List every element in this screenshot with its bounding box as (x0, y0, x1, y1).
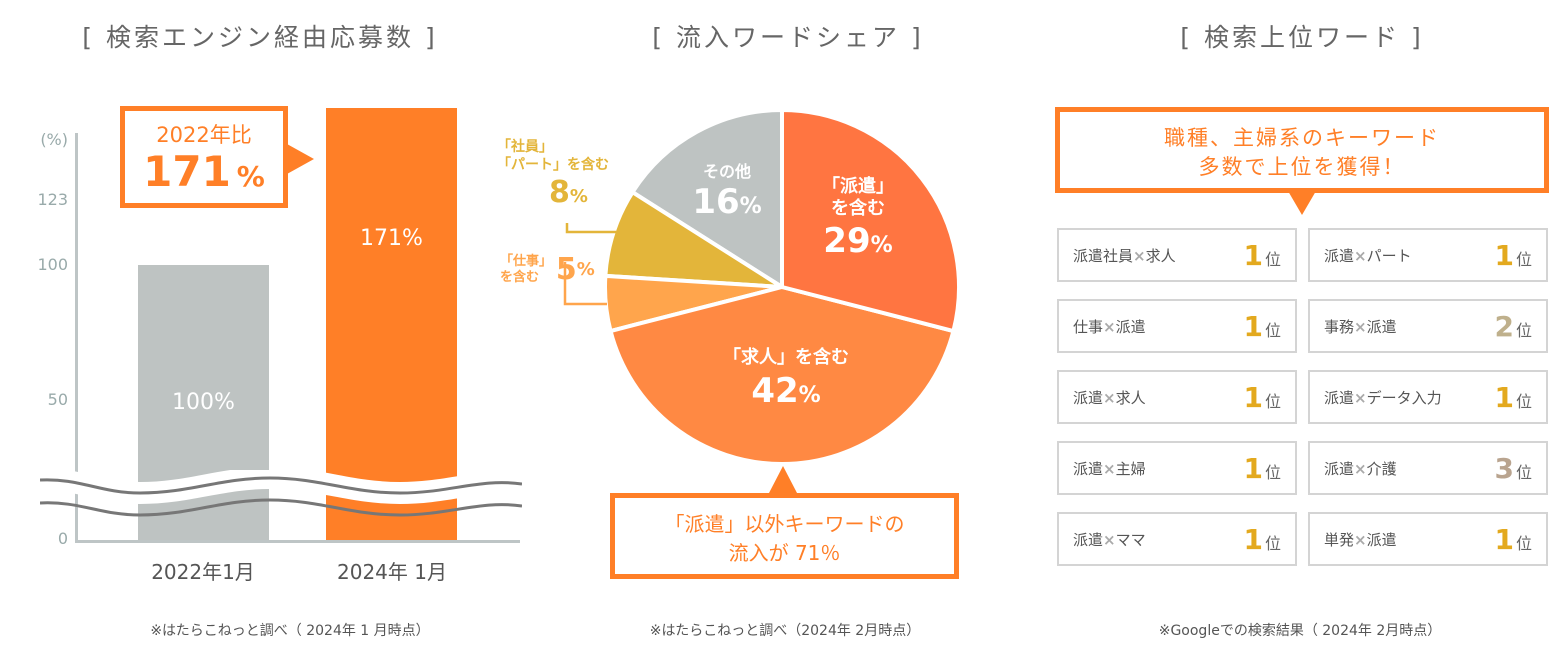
ranking-cell: 派遣×ママ 1 位 (1057, 512, 1297, 566)
pie-callout: 「派遣」以外キーワードの 流入が 71％ (610, 493, 959, 579)
times-icon: × (1103, 460, 1116, 478)
times-icon: × (1103, 389, 1116, 407)
leader-line-shain (565, 223, 616, 234)
growth-callout: 2022年比 171% (120, 106, 288, 208)
times-icon: × (1133, 247, 1146, 265)
ranking-cell: 派遣×主婦 1 位 (1057, 441, 1297, 495)
y-tick-50: 50 (47, 390, 68, 409)
callout-value: 171 (143, 147, 231, 196)
bar-2022-label: 100% (172, 390, 235, 415)
slice-label-haken-text: 「派遣」を含む (821, 176, 894, 219)
times-icon: × (1354, 247, 1367, 265)
ranking-callout: 職種、主婦系のキーワード 多数で上位を獲得！ (1055, 107, 1549, 193)
ranking-keyword: 派遣×パート (1324, 247, 1412, 265)
pie-slice-1 (608, 284, 956, 466)
ranking-cell: 派遣×介護 3 位 (1308, 441, 1548, 495)
pie-callout-arrow (769, 466, 797, 493)
ranking-cell: 派遣×パート 1 位 (1308, 228, 1548, 282)
times-icon: × (1354, 389, 1367, 407)
x-label-2024: 2024年 1月 (337, 560, 447, 584)
slice-label-haken: 「派遣」を含む 29% (819, 176, 896, 267)
bar-2024-label: 171% (360, 226, 423, 251)
x-label-2022: 2022年1月 (151, 560, 255, 584)
ranking-cell: 仕事×派遣 1 位 (1057, 299, 1297, 353)
ranking-title: [ 検索上位ワード ] (1180, 23, 1424, 52)
slice-label-shigoto: 「仕事」を含む 5% (500, 252, 595, 287)
leader-line-shigoto (563, 262, 607, 306)
pie-slice-4 (629, 107, 784, 291)
ranking-keyword: 単発×派遣 (1324, 531, 1397, 549)
y-tick-123: 123 (37, 190, 68, 209)
pie-callout-line1: 「派遣」以外キーワードの (664, 512, 905, 536)
y-tick-100: 100 (37, 255, 68, 274)
slice-label-shigoto-text: 「仕事」を含む (500, 254, 553, 285)
bar-chart-title: [ 検索エンジン経由応募数 ] (82, 23, 438, 52)
ranking-cell: 単発×派遣 1 位 (1308, 512, 1548, 566)
slice-label-kyujin: 「求人」を含む 42% (723, 347, 849, 411)
pie-chart-title: [ 流入ワードシェア ] (652, 23, 924, 52)
times-icon: × (1354, 460, 1367, 478)
ranking-keyword: 派遣×データ入力 (1324, 389, 1442, 407)
ranking-keyword: 派遣×求人 (1073, 389, 1146, 407)
ranking-cell: 派遣社員×求人 1 位 (1057, 228, 1297, 282)
ranking-keyword: 派遣社員×求人 (1073, 247, 1176, 265)
ranking-callout-line1: 職種、主婦系のキーワード (1164, 126, 1440, 150)
times-icon: × (1354, 531, 1367, 549)
ranking-keyword: 事務×派遣 (1324, 318, 1397, 336)
ranking-keyword: 派遣×ママ (1073, 531, 1146, 549)
axis-break-wave (40, 470, 522, 517)
slice-label-shain: 「社員」 「パート」を含む 8% (497, 139, 609, 210)
ranking-keyword: 派遣×介護 (1324, 460, 1397, 478)
times-icon: × (1103, 318, 1116, 336)
pie-slice-0 (780, 107, 961, 334)
bar-2024 (326, 108, 457, 540)
y-axis-line (75, 133, 78, 543)
ranking-footnote: ※Googleでの検索結果（ 2024年 2月時点） (1158, 623, 1442, 639)
times-icon: × (1354, 318, 1367, 336)
y-axis-unit: (%) (40, 130, 68, 149)
ranking-cell: 派遣×データ入力 1 位 (1308, 370, 1548, 424)
slice-label-other: その他 16% (692, 162, 762, 222)
callout-unit: % (236, 160, 265, 193)
y-tick-0: 0 (57, 529, 68, 548)
ranking-callout-arrow (1288, 191, 1316, 215)
times-icon: × (1103, 531, 1116, 549)
ranking-keyword: 派遣×主婦 (1073, 460, 1146, 478)
bar-footnote: ※はたらこねっと調べ（ 2024年 1 月時点） (150, 623, 430, 639)
ranking-cell: 派遣×求人 1 位 (1057, 370, 1297, 424)
ranking-callout-line2: 多数で上位を獲得！ (1198, 155, 1406, 179)
ranking-keyword: 仕事×派遣 (1073, 318, 1146, 336)
pie-callout-line2: 流入が 71％ (728, 541, 841, 565)
x-axis-line (75, 540, 520, 543)
callout-arrow (287, 144, 314, 174)
ranking-cell: 事務×派遣 2 位 (1308, 299, 1548, 353)
callout-caption: 2022年比 (156, 123, 252, 147)
pie-footnote: ※はたらこねっと調べ（2024年 2月時点） (649, 623, 921, 639)
